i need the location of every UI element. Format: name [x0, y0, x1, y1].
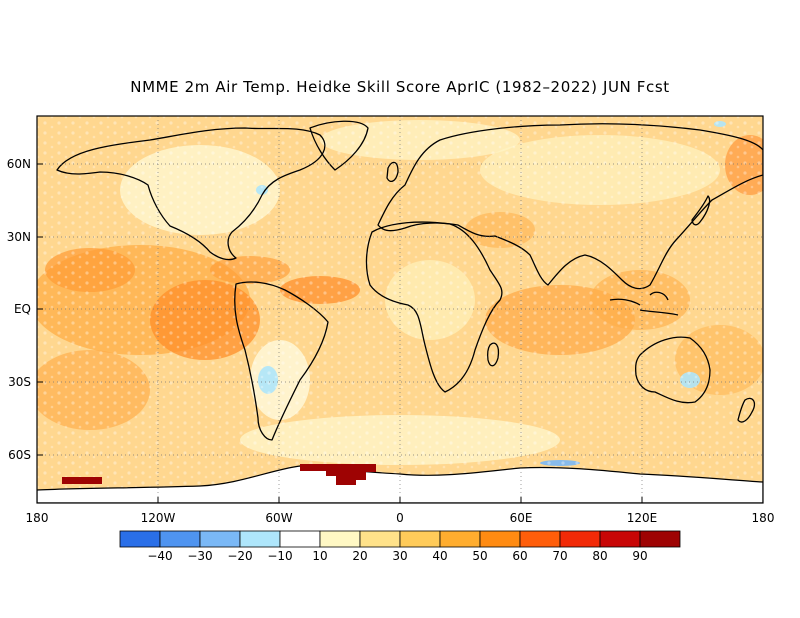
high-skill-patch-weddell-sea: [300, 464, 376, 485]
latitude-axis: 60N 30N EQ 30S 60S: [7, 157, 43, 462]
colorbar-swatch: [359, 530, 401, 548]
high-skill-patch-pacific-antarctic: [62, 477, 102, 484]
north-america-coast: [56, 127, 326, 261]
lat-tick-label: 30S: [8, 375, 31, 389]
map-plot-area: [37, 116, 763, 503]
colorbar-label: −20: [227, 549, 252, 563]
colorbar-label: −10: [267, 549, 292, 563]
lon-tick-label: 60W: [265, 511, 292, 525]
south-america-coast: [234, 281, 329, 441]
graticule: [37, 116, 763, 503]
map-title: NMME 2m Air Temp. Heidke Skill Score Apr…: [130, 78, 670, 96]
colorbar-swatch: [519, 530, 561, 548]
colorbar-label: 60: [512, 549, 527, 563]
colorbar-label: 70: [552, 549, 567, 563]
australia-coast: [634, 336, 711, 404]
colorbar-swatch: [199, 530, 241, 548]
lon-tick-label: 180: [752, 511, 775, 525]
colorbar-swatch: [439, 530, 481, 548]
colorbar-swatch: [639, 530, 681, 548]
colorbar-label: 80: [592, 549, 607, 563]
indonesia-coast: [609, 291, 679, 316]
colorbar-swatch: [159, 530, 201, 548]
africa-coast: [365, 221, 503, 393]
coastlines: [56, 120, 763, 441]
colorbar-label: 40: [432, 549, 447, 563]
longitude-axis: 180 120W 60W 0 60E 120E 180: [26, 497, 775, 525]
colorbar-label: 10: [312, 549, 327, 563]
lon-tick-label: 0: [396, 511, 404, 525]
british-isles-coast: [386, 161, 399, 183]
colorbar-swatch: [279, 530, 321, 548]
colorbar-label: 20: [352, 549, 367, 563]
colorbar-swatch: [119, 530, 161, 548]
colorbar-swatch: [599, 530, 641, 548]
lat-tick-label: EQ: [14, 302, 31, 316]
lon-tick-label: 120E: [627, 511, 658, 525]
greenland-coast: [309, 120, 369, 171]
lat-tick-label: 60S: [8, 448, 31, 462]
colorbar-label: 30: [392, 549, 407, 563]
colorbar-swatch: [319, 530, 361, 548]
lon-tick-label: 120W: [141, 511, 176, 525]
new-zealand-coast: [737, 397, 756, 423]
colorbar-label: 90: [632, 549, 647, 563]
japan-coast: [691, 195, 711, 226]
colorbar-label: −40: [147, 549, 172, 563]
colorbar-swatch: [559, 530, 601, 548]
colorbar: −40 −30 −20 −10 10 20 30 40 50 60 70 80 90: [119, 530, 681, 563]
colorbar-label: 50: [472, 549, 487, 563]
lon-tick-label: 60E: [510, 511, 533, 525]
colorbar-label: −30: [187, 549, 212, 563]
madagascar-coast: [486, 342, 500, 367]
colorbar-swatch: [479, 530, 521, 548]
lon-tick-label: 180: [26, 511, 49, 525]
lat-tick-label: 60N: [7, 157, 31, 171]
lat-tick-label: 30N: [7, 230, 31, 244]
colorbar-swatch: [239, 530, 281, 548]
colorbar-swatch: [399, 530, 441, 548]
eurasia-coast: [377, 123, 763, 290]
